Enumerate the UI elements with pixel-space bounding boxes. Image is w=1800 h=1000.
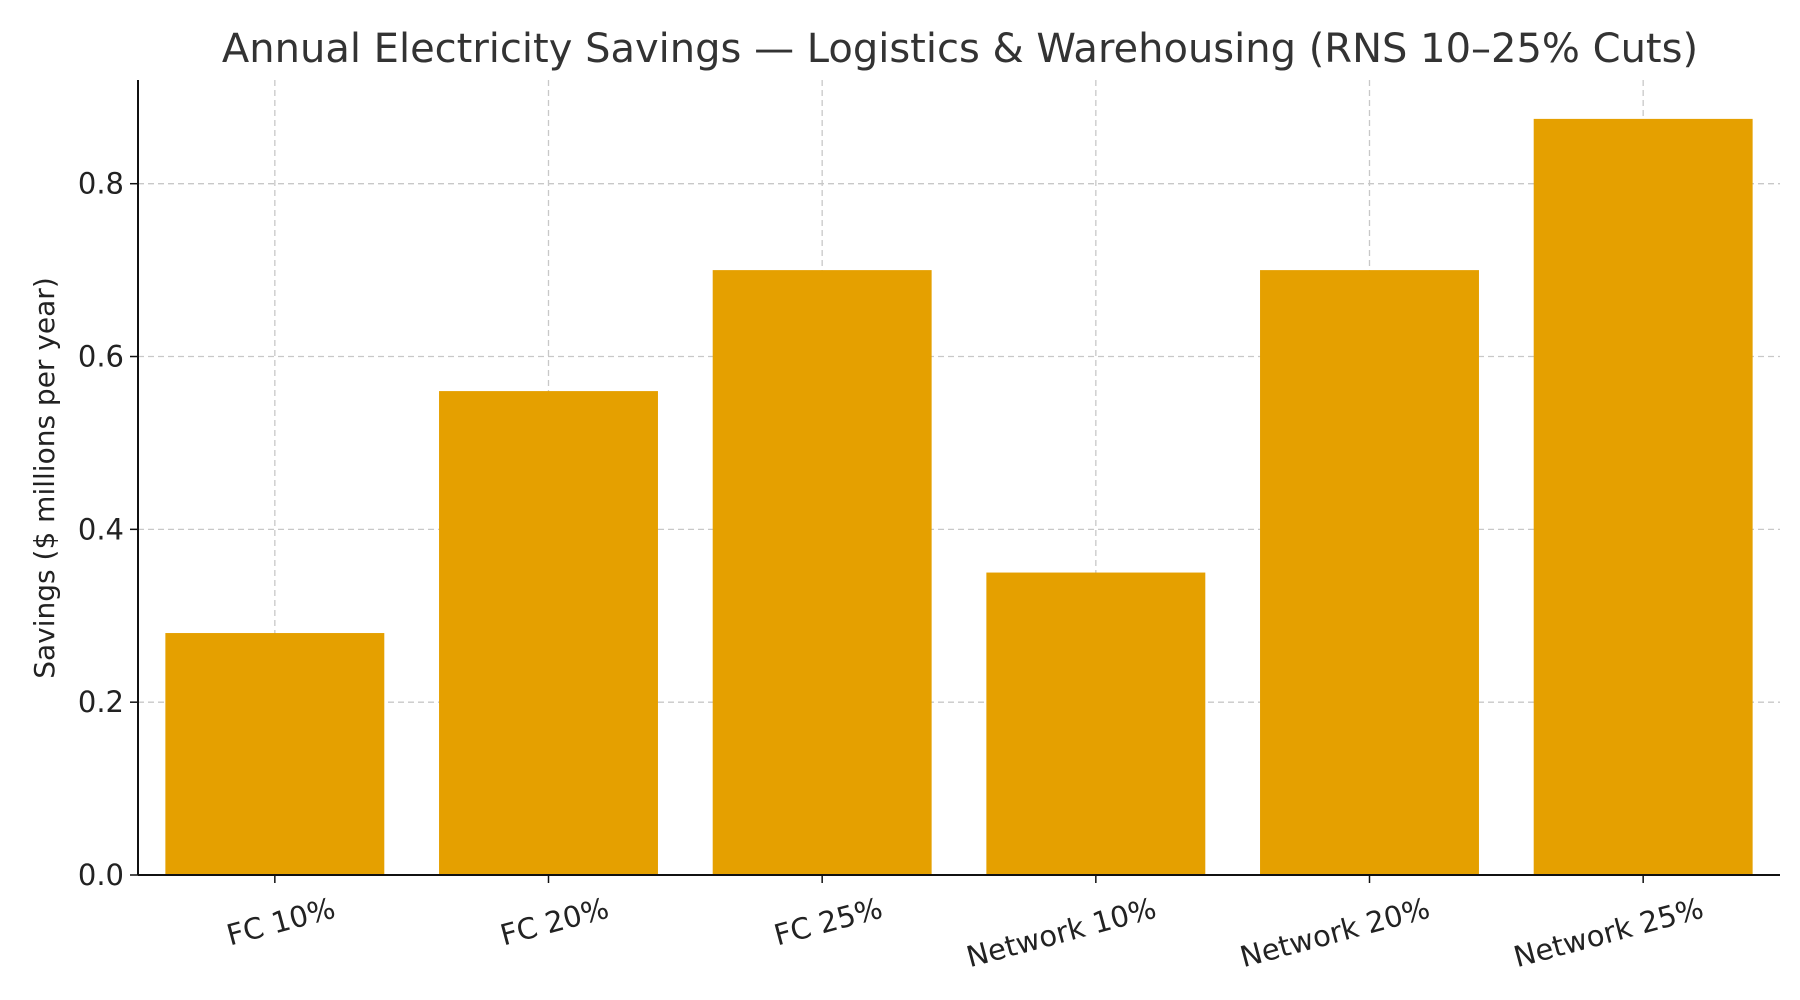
y-tick-label: 0.0 (78, 858, 124, 892)
x-tick-label: Network 10% (963, 891, 1160, 974)
y-tick-label: 0.6 (78, 340, 124, 374)
y-tick-label: 0.2 (78, 685, 124, 719)
bar-network-25 (1533, 118, 1753, 876)
x-tick-label: FC 10% (223, 891, 339, 952)
bar-network-10 (986, 572, 1206, 875)
chart-title: Annual Electricity Savings — Logistics &… (222, 26, 1698, 72)
x-tick-label: FC 25% (770, 891, 886, 952)
bar-network-20 (1260, 270, 1479, 875)
x-tick-label: Network 25% (1510, 891, 1707, 974)
y-axis-label: Savings ($ millions per year) (28, 277, 61, 679)
bar-fc-20 (439, 391, 658, 875)
y-tick-label: 0.8 (78, 167, 124, 201)
bar-fc-10 (165, 633, 385, 875)
bar-layer (165, 118, 1753, 876)
bar-fc-25 (712, 270, 932, 875)
x-tick-label: Network 20% (1236, 891, 1433, 974)
y-tick-label: 0.4 (78, 512, 124, 546)
x-tick-label: FC 20% (497, 891, 613, 952)
